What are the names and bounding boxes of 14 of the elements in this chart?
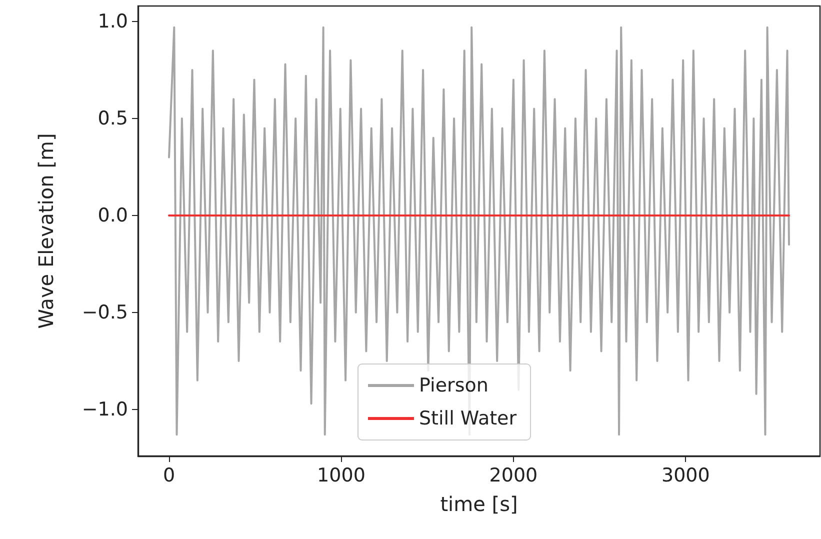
- x-tick-label: 3000: [661, 464, 710, 486]
- x-tick-label: 0: [162, 464, 176, 486]
- y-tick-label: 0.0: [98, 204, 128, 226]
- x-tick-label: 2000: [489, 464, 538, 486]
- legend-label: Still Water: [419, 408, 517, 430]
- x-axis-title: time [s]: [440, 492, 518, 516]
- x-tick-label: 1000: [317, 464, 366, 486]
- legend-label: Pierson: [419, 374, 488, 396]
- y-tick-label: 0.5: [98, 108, 128, 130]
- y-tick-label: 1.0: [98, 10, 128, 33]
- y-axis-title: Wave Elevation [m]: [34, 133, 58, 329]
- line-series: [168, 26, 790, 436]
- y-tick-label: −0.5: [82, 301, 128, 324]
- y-tick-label: −1.0: [82, 398, 128, 420]
